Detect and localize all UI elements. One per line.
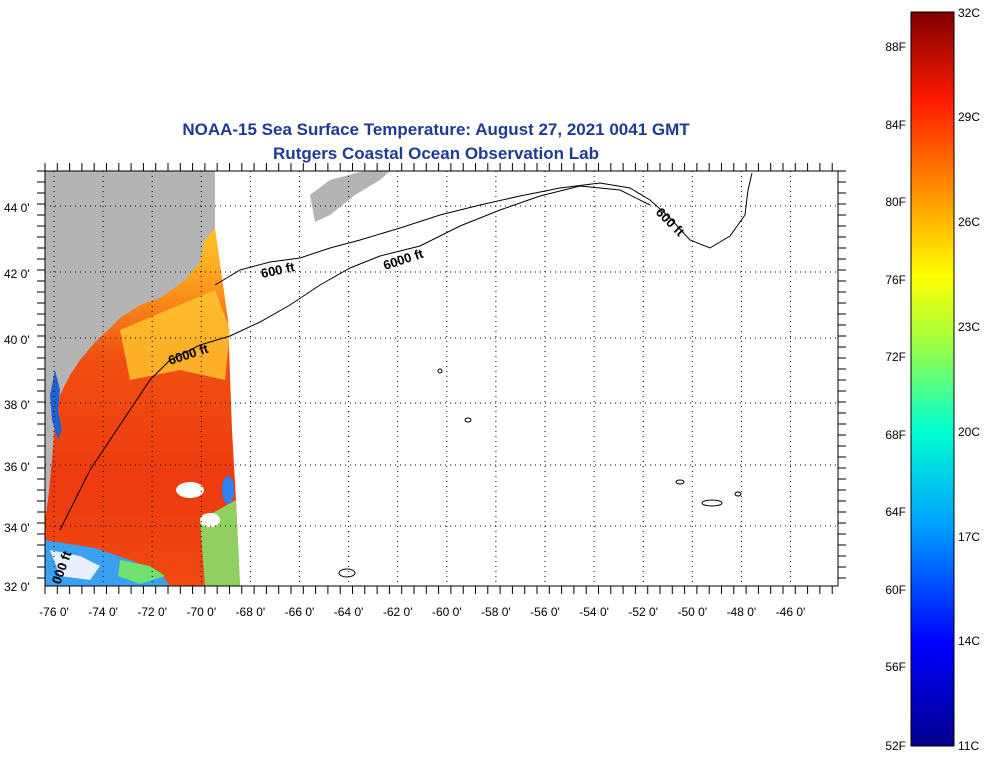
cloud-patch-white — [50, 550, 100, 580]
colorbar-c-labels: 32C 29C 26C 23C 20C 17C 14C 11C — [958, 6, 980, 753]
cloud-blob — [222, 476, 234, 504]
lon-axis: -76 0' -74 0' -72 0' -70 0' -68 0' -66 0' -64 … — [39, 605, 805, 619]
colorbar-f-label: 64F — [885, 505, 906, 519]
colorbar-c-label: 26C — [958, 215, 980, 229]
seamount-contour — [338, 568, 356, 578]
colorbar-c-label: 20C — [958, 425, 980, 439]
lon-label: -46 0' — [776, 605, 806, 619]
colorbar-f-label: 80F — [885, 195, 906, 209]
lon-label: -48 0' — [727, 605, 757, 619]
colorbar-c-label: 29C — [958, 110, 980, 124]
cloud-blob — [176, 482, 204, 498]
lon-label: -74 0' — [88, 605, 118, 619]
plot-frame — [44, 170, 839, 587]
colorbar-c-label: 23C — [958, 320, 980, 334]
lat-label: 36 0' — [4, 460, 30, 474]
colorbar-f-label: 52F — [885, 739, 906, 753]
seamount-contour — [701, 499, 723, 507]
lat-label: 34 0' — [4, 521, 30, 535]
lon-label: -54 0' — [579, 605, 609, 619]
colorbar-f-label: 84F — [885, 118, 906, 132]
cloud-patch-green — [118, 560, 165, 584]
title-line-1: NOAA-15 Sea Surface Temperature: August … — [182, 120, 690, 139]
lat-label: 32 0' — [4, 580, 30, 594]
lon-label: -52 0' — [628, 605, 658, 619]
lon-label: -70 0' — [186, 605, 216, 619]
lat-label: 38 0' — [4, 398, 30, 412]
lon-label: -56 0' — [530, 605, 560, 619]
land-nova-scotia — [310, 171, 390, 222]
colorbar-c-label: 17C — [958, 530, 980, 544]
colorbar-c-label: 14C — [958, 634, 980, 648]
lat-axis: 44 0' 42 0' 40 0' 38 0' 36 0' 34 0' 32 0… — [4, 201, 30, 594]
contour-label: 600 ft — [260, 259, 297, 281]
lon-label: -66 0' — [285, 605, 315, 619]
lon-label: -58 0' — [481, 605, 511, 619]
chesapeake-bay — [50, 370, 62, 440]
lon-label: -72 0' — [137, 605, 167, 619]
lat-label: 44 0' — [4, 201, 30, 215]
colorbar-f-label: 72F — [885, 350, 906, 364]
colorbar-f-label: 68F — [885, 428, 906, 442]
lon-label: -60 0' — [432, 605, 462, 619]
colorbar-f-label: 88F — [885, 40, 906, 54]
lon-label: -62 0' — [383, 605, 413, 619]
colorbar-f-label: 60F — [885, 583, 906, 597]
contour-600ft — [214, 172, 753, 286]
colorbar-f-label: 56F — [885, 660, 906, 674]
lat-label: 42 0' — [4, 267, 30, 281]
colorbar-f-labels: 88F 84F 80F 76F 72F 68F 64F 60F 56F 52F — [885, 40, 906, 753]
contour-6000ft — [59, 185, 651, 531]
colorbar — [910, 11, 955, 747]
graticule — [45, 171, 838, 586]
lon-label: -68 0' — [236, 605, 266, 619]
colorbar-f-label: 76F — [885, 273, 906, 287]
lon-label: -76 0' — [39, 605, 69, 619]
seamount-contour — [675, 479, 685, 485]
seamount-contour — [437, 368, 443, 374]
axis-ticks — [37, 163, 846, 594]
land-area — [45, 171, 215, 520]
seamount-contour — [464, 417, 472, 423]
title-line-2: Rutgers Coastal Ocean Observation Lab — [273, 144, 599, 163]
lon-label: -50 0' — [677, 605, 707, 619]
colorbar-c-label: 32C — [958, 6, 980, 20]
lon-label: -64 0' — [334, 605, 364, 619]
sst-cool-band — [120, 290, 230, 380]
cloud-blob — [200, 513, 220, 527]
lat-label: 40 0' — [4, 333, 30, 347]
seamount-contour — [734, 491, 742, 497]
map-title: NOAA-15 Sea Surface Temperature: August … — [60, 118, 812, 166]
colorbar-c-label: 11C — [958, 739, 979, 753]
